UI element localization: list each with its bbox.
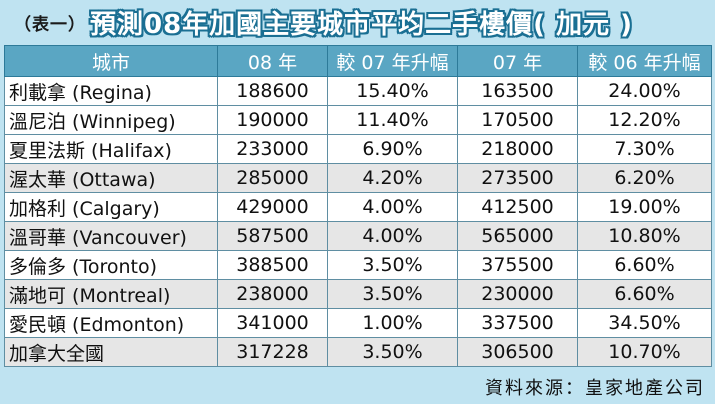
table-row: 愛民頓 (Edmonton) 341000 1.00% 337500 34.50…	[4, 308, 712, 338]
price-2008-cell: 190000	[217, 105, 328, 135]
table-header: 城市 08 年 較 07 年升幅 07 年 較 06 年升幅	[4, 45, 712, 77]
price-2007-cell: 412500	[457, 192, 578, 222]
change-vs-2006-cell: 10.80%	[577, 221, 712, 251]
source-note: 資料來源：皇家地產公司	[485, 378, 705, 399]
change-vs-2007-cell: 1.00%	[327, 308, 458, 338]
table-row: 溫哥華 (Vancouver) 587500 4.00% 565000 10.8…	[4, 221, 712, 251]
price-2007-cell: 375500	[457, 250, 578, 280]
change-vs-2006-cell: 6.20%	[577, 163, 712, 193]
change-vs-2007-cell: 11.40%	[327, 105, 458, 135]
price-2007-cell: 163500	[457, 76, 578, 106]
table-row: 利載拿 (Regina) 188600 15.40% 163500 24.00%	[4, 76, 712, 106]
change-vs-2007-cell: 4.00%	[327, 192, 458, 222]
header-city: 城市	[4, 45, 218, 77]
table-number-tag: （表一）	[14, 14, 86, 35]
table-row: 渥太華 (Ottawa) 285000 4.20% 273500 6.20%	[4, 163, 712, 193]
header-change-vs-2007: 較 07 年升幅	[327, 45, 458, 77]
city-cell: 愛民頓 (Edmonton)	[4, 308, 218, 338]
header-2007: 07 年	[457, 45, 578, 77]
table-row: 加格利 (Calgary) 429000 4.00% 412500 19.00%	[4, 192, 712, 222]
table-body: 利載拿 (Regina) 188600 15.40% 163500 24.00%…	[4, 76, 712, 367]
change-vs-2006-cell: 12.20%	[577, 105, 712, 135]
city-cell: 加拿大全國	[4, 337, 218, 367]
city-cell: 利載拿 (Regina)	[4, 76, 218, 106]
change-vs-2006-cell: 6.60%	[577, 250, 712, 280]
page-title: 預測08年加國主要城市平均二手樓價( 加元 )	[90, 9, 634, 40]
city-cell: 溫尼泊 (Winnipeg)	[4, 105, 218, 135]
price-2008-cell: 429000	[217, 192, 328, 222]
header-row: 城市 08 年 較 07 年升幅 07 年 較 06 年升幅	[4, 45, 712, 77]
table-row: 滿地可 (Montreal) 238000 3.50% 230000 6.60%	[4, 279, 712, 309]
change-vs-2007-cell: 6.90%	[327, 134, 458, 164]
price-2007-cell: 230000	[457, 279, 578, 309]
change-vs-2006-cell: 24.00%	[577, 76, 712, 106]
price-2007-cell: 170500	[457, 105, 578, 135]
change-vs-2006-cell: 34.50%	[577, 308, 712, 338]
price-2007-cell: 306500	[457, 337, 578, 367]
change-vs-2007-cell: 4.00%	[327, 221, 458, 251]
price-2007-cell: 273500	[457, 163, 578, 193]
price-2007-cell: 218000	[457, 134, 578, 164]
change-vs-2006-cell: 7.30%	[577, 134, 712, 164]
price-2008-cell: 238000	[217, 279, 328, 309]
change-vs-2006-cell: 19.00%	[577, 192, 712, 222]
price-2008-cell: 341000	[217, 308, 328, 338]
header-2008: 08 年	[217, 45, 328, 77]
change-vs-2006-cell: 10.70%	[577, 337, 712, 367]
table-row: 多倫多 (Toronto) 388500 3.50% 375500 6.60%	[4, 250, 712, 280]
city-cell: 多倫多 (Toronto)	[4, 250, 218, 280]
price-2007-cell: 565000	[457, 221, 578, 251]
city-cell: 加格利 (Calgary)	[4, 192, 218, 222]
city-cell: 夏里法斯 (Halifax)	[4, 134, 218, 164]
change-vs-2007-cell: 15.40%	[327, 76, 458, 106]
price-2008-cell: 317228	[217, 337, 328, 367]
price-2008-cell: 233000	[217, 134, 328, 164]
price-2008-cell: 388500	[217, 250, 328, 280]
price-2008-cell: 587500	[217, 221, 328, 251]
city-cell: 渥太華 (Ottawa)	[4, 163, 218, 193]
title-bar: （表一） 預測08年加國主要城市平均二手樓價( 加元 )	[0, 0, 715, 44]
city-cell: 滿地可 (Montreal)	[4, 279, 218, 309]
table-row: 夏里法斯 (Halifax) 233000 6.90% 218000 7.30%	[4, 134, 712, 164]
change-vs-2007-cell: 3.50%	[327, 250, 458, 280]
table-row: 加拿大全國 317228 3.50% 306500 10.70%	[4, 337, 712, 367]
header-change-vs-2006: 較 06 年升幅	[577, 45, 712, 77]
change-vs-2006-cell: 6.60%	[577, 279, 712, 309]
price-2007-cell: 337500	[457, 308, 578, 338]
city-cell: 溫哥華 (Vancouver)	[4, 221, 218, 251]
change-vs-2007-cell: 3.50%	[327, 337, 458, 367]
price-2008-cell: 285000	[217, 163, 328, 193]
change-vs-2007-cell: 3.50%	[327, 279, 458, 309]
price-2008-cell: 188600	[217, 76, 328, 106]
change-vs-2007-cell: 4.20%	[327, 163, 458, 193]
house-price-table: 城市 08 年 較 07 年升幅 07 年 較 06 年升幅 利載拿 (Regi…	[4, 45, 712, 367]
table-row: 溫尼泊 (Winnipeg) 190000 11.40% 170500 12.2…	[4, 105, 712, 135]
